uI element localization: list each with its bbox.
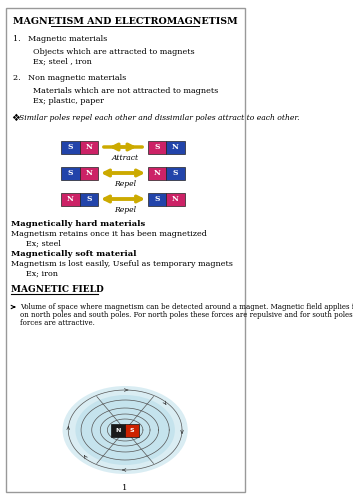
Text: Materials which are not attracted to magnets: Materials which are not attracted to mag… [33,87,218,95]
Text: 2.   Non magnetic materials: 2. Non magnetic materials [13,74,126,82]
Text: N: N [172,195,179,203]
Text: Repel: Repel [114,180,136,188]
Text: Objects which are attracted to magnets: Objects which are attracted to magnets [33,48,195,56]
Bar [61,192,80,205]
Bar [111,424,125,436]
Text: S: S [86,195,92,203]
Bar [80,192,98,205]
Bar [61,140,80,153]
Ellipse shape [76,395,175,465]
Text: N: N [115,428,121,432]
Text: Magnetically hard materials: Magnetically hard materials [11,220,145,228]
Bar [80,140,98,153]
Text: Ex; iron: Ex; iron [26,270,58,278]
Text: S: S [68,143,73,151]
Text: S: S [130,428,134,432]
Bar [148,140,166,153]
Text: MAGNETISM AND ELECTROMAGNETISM: MAGNETISM AND ELECTROMAGNETISM [13,18,238,26]
Bar [125,424,139,436]
Text: N: N [172,143,179,151]
Text: N: N [85,169,92,177]
Text: Ex; plastic, paper: Ex; plastic, paper [33,97,104,105]
Text: N: N [67,195,74,203]
Text: Volume of space where magnetism can be detected around a magnet. Magnetic field : Volume of space where magnetism can be d… [20,303,353,311]
Text: 1.   Magnetic materials: 1. Magnetic materials [13,35,107,43]
Bar [80,166,98,179]
Text: Ex; steel: Ex; steel [26,240,60,248]
Text: Attract: Attract [112,154,139,162]
Text: S: S [154,195,160,203]
Bar [148,166,166,179]
Text: N: N [154,169,161,177]
Text: S: S [154,143,160,151]
Bar [166,166,185,179]
Text: MAGNETIC FIELD: MAGNETIC FIELD [11,286,103,294]
Text: Ex; steel , iron: Ex; steel , iron [33,58,91,66]
Text: Magnetically soft material: Magnetically soft material [11,250,136,258]
Text: on north poles and south poles. For north poles these forces are repulsive and f: on north poles and south poles. For nort… [20,311,353,319]
Text: ❖: ❖ [11,113,20,123]
Text: Magnetism retains once it has been magnetized: Magnetism retains once it has been magne… [11,230,207,238]
Text: Similar poles repel each other and dissimilar poles attract to each other.: Similar poles repel each other and dissi… [19,114,300,122]
Bar [166,192,185,205]
Text: S: S [173,169,178,177]
Ellipse shape [62,386,188,474]
Bar [166,140,185,153]
Text: 1: 1 [122,484,128,492]
Text: Repel: Repel [114,206,136,214]
Text: Magnetism is lost easily, Useful as temporary magnets: Magnetism is lost easily, Useful as temp… [11,260,233,268]
Bar [61,166,80,179]
Text: forces are attractive.: forces are attractive. [20,319,95,327]
Text: N: N [85,143,92,151]
Text: S: S [68,169,73,177]
Bar [148,192,166,205]
